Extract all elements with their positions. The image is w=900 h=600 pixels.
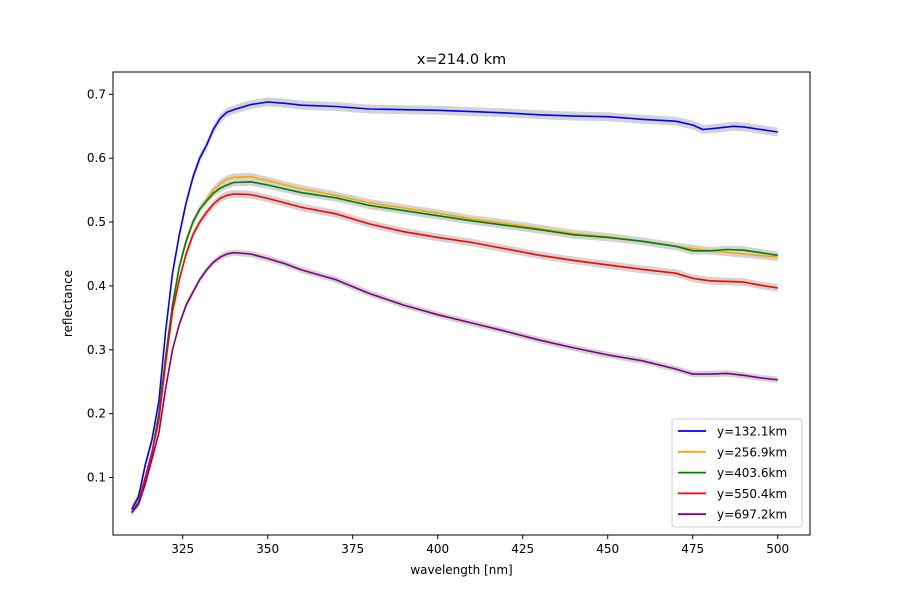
series-line-4 (131, 193, 778, 514)
x-tick-label: 375 (341, 542, 364, 556)
y-tick-label: 0.4 (87, 279, 106, 293)
plot-frame (112, 71, 811, 536)
x-tick-label: 500 (766, 542, 789, 556)
series-band-3 (131, 178, 778, 517)
x-tick-label: 325 (171, 542, 194, 556)
x-tick-label: 475 (681, 542, 704, 556)
series-line-5 (131, 251, 778, 514)
y-tick-label: 0.5 (87, 215, 106, 229)
x-tick-label: 400 (426, 542, 449, 556)
legend-label-5: y=697.2km (717, 508, 787, 522)
legend-label-3: y=403.6km (717, 466, 787, 480)
chart-title: x=214.0 km (417, 52, 506, 68)
legend-box (671, 418, 803, 528)
series-line-3 (131, 181, 778, 514)
uncertainty-bands (131, 97, 778, 517)
x-axis-label: wavelength [nm] (410, 563, 512, 577)
legend-label-4: y=550.4km (717, 487, 787, 501)
y-tick-label: 0.1 (87, 471, 106, 485)
legend-label-2: y=256.9km (717, 445, 787, 459)
legend: y=132.1km y=256.9km y=403.6km y=550.4km y=69… (671, 418, 803, 528)
x-tick-label: 350 (256, 542, 279, 556)
x-axis-ticks: 325 350 375 400 425 450 475 500 (171, 535, 789, 556)
y-axis-ticks: 0.1 0.2 0.3 0.4 0.5 0.6 0.7 (87, 87, 113, 485)
x-tick-label: 450 (596, 542, 619, 556)
y-tick-label: 0.7 (87, 87, 106, 101)
series-lines (130, 101, 778, 514)
legend-label-1: y=132.1km (717, 425, 787, 439)
y-tick-label: 0.3 (87, 343, 106, 357)
x-tick-label: 425 (511, 542, 534, 556)
y-axis-label: reflectance (61, 270, 75, 337)
y-tick-label: 0.2 (87, 407, 106, 421)
series-line-1 (130, 101, 778, 510)
y-tick-label: 0.6 (87, 151, 106, 165)
